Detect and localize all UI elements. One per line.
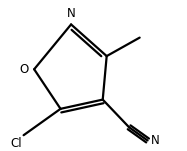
Text: N: N [151, 134, 160, 147]
Text: O: O [20, 63, 29, 76]
Text: N: N [67, 7, 76, 20]
Text: Cl: Cl [11, 137, 22, 149]
